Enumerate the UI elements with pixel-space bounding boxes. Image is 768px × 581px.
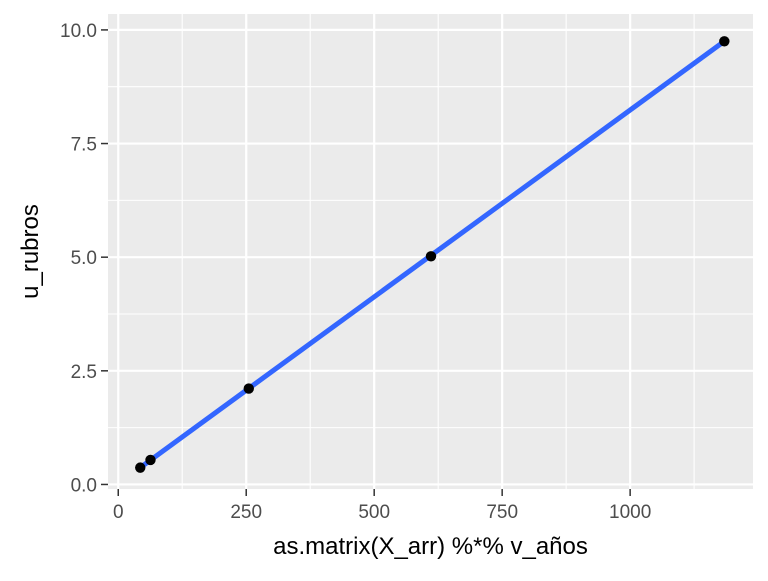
- y-tick-label: 0.0: [71, 475, 97, 496]
- points-layer: [135, 36, 730, 473]
- data-point: [243, 383, 254, 394]
- y-tick-label: 5.0: [71, 248, 97, 269]
- major-grid: [108, 14, 753, 489]
- y-axis-title: u_rubros: [17, 204, 44, 299]
- x-axis-title: as.matrix(X_arr) %*% v_años: [273, 533, 588, 560]
- data-point: [425, 251, 437, 262]
- x-tick-label: 750: [486, 502, 518, 523]
- x-tick-label: 250: [230, 502, 262, 523]
- x-tick-label: 1000: [609, 502, 651, 523]
- data-point: [719, 36, 730, 47]
- data-point: [135, 462, 146, 473]
- x-axis: 0 250 500 750 1000: [113, 489, 651, 523]
- y-tick-label: 2.5: [71, 362, 97, 383]
- x-tick-label: 0: [113, 502, 124, 523]
- x-tick-label: 500: [358, 502, 390, 523]
- y-axis: 0.0 2.5 5.0 7.5 10.0: [60, 21, 108, 496]
- y-tick-label: 10.0: [60, 21, 97, 42]
- data-point: [145, 454, 156, 466]
- y-tick-label: 7.5: [71, 135, 97, 156]
